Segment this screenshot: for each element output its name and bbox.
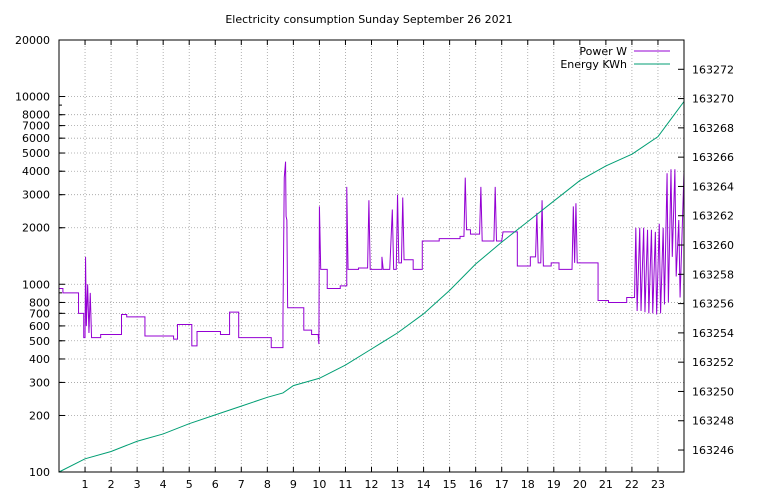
x-tick-label: 19	[547, 478, 561, 491]
x-tick-label: 3	[134, 478, 141, 491]
y-tick-label: 4000	[22, 165, 50, 178]
y-tick-label: 1000	[22, 278, 50, 291]
y-tick-label: 400	[29, 353, 50, 366]
y2-tick-label: 163246	[692, 444, 734, 457]
y2-tick-label: 163270	[692, 93, 734, 106]
y2-tick-label: 163250	[692, 385, 734, 398]
legend-label-power: Power W	[579, 45, 627, 58]
x-tick-label: 5	[186, 478, 193, 491]
y2-tick-label: 163258	[692, 268, 734, 281]
x-tick-label: 14	[417, 478, 431, 491]
y2-tick-label: 163260	[692, 239, 734, 252]
y2-tick-label: 163266	[692, 151, 734, 164]
x-tick-label: 18	[521, 478, 535, 491]
y-tick-label: 200	[29, 409, 50, 422]
x-tick-label: 22	[625, 478, 639, 491]
y2-tick-label: 163262	[692, 210, 734, 223]
y-tick-label: 300	[29, 376, 50, 389]
series-energy-line	[58, 101, 685, 473]
x-tick-label: 12	[365, 478, 379, 491]
y-tick-label: 10000	[15, 91, 50, 104]
x-tick-label: 9	[290, 478, 297, 491]
x-tick-label: 11	[338, 478, 352, 491]
x-tick-label: 7	[238, 478, 245, 491]
x-tick-label: 2	[108, 478, 115, 491]
x-tick-label: 16	[469, 478, 483, 491]
y2-tick-label: 163256	[692, 298, 734, 311]
x-tick-label: 8	[264, 478, 271, 491]
ticks: 1 2 3 4 5 6 7 8 9 10 11 12 13 14 15 16 17 18 19 20 21 22 23100…	[15, 34, 734, 491]
x-tick-label: 13	[391, 478, 405, 491]
legend: Power W Energy KWh	[560, 45, 670, 71]
x-tick-label: 17	[495, 478, 509, 491]
y-tick-label: 7000	[22, 120, 50, 133]
y2-tick-label: 163252	[692, 356, 734, 369]
y2-tick-label: 163248	[692, 415, 734, 428]
y-tick-label: 800	[29, 296, 50, 309]
series-power-line	[59, 161, 685, 349]
y-tick-label: 100	[29, 466, 50, 479]
y2-tick-label: 163254	[692, 327, 734, 340]
y-tick-label: 20000	[15, 34, 50, 47]
x-tick-label: 10	[312, 478, 326, 491]
y2-tick-label: 163272	[692, 63, 734, 76]
y2-tick-label: 163268	[692, 122, 734, 135]
y-tick-label: 500	[29, 335, 50, 348]
y2-tick-label: 163264	[692, 180, 734, 193]
y-tick-label: 5000	[22, 147, 50, 160]
y-tick-label: 700	[29, 307, 50, 320]
y-tick-label: 6000	[22, 132, 50, 145]
x-tick-label: 20	[573, 478, 587, 491]
x-tick-label: 1	[82, 478, 89, 491]
y-tick-label: 8000	[22, 109, 50, 122]
x-tick-label: 4	[160, 478, 167, 491]
series-layer	[58, 101, 685, 473]
x-tick-label: 23	[651, 478, 665, 491]
grid	[59, 39, 684, 473]
chart-title: Electricity consumption Sunday September…	[225, 13, 512, 26]
y-tick-label: 3000	[22, 189, 50, 202]
legend-label-energy: Energy KWh	[560, 58, 627, 71]
y-tick-label: 600	[29, 320, 50, 333]
x-tick-label: 6	[212, 478, 219, 491]
x-tick-label: 15	[443, 478, 457, 491]
x-tick-label: 21	[599, 478, 613, 491]
y-tick-label: 2000	[22, 222, 50, 235]
